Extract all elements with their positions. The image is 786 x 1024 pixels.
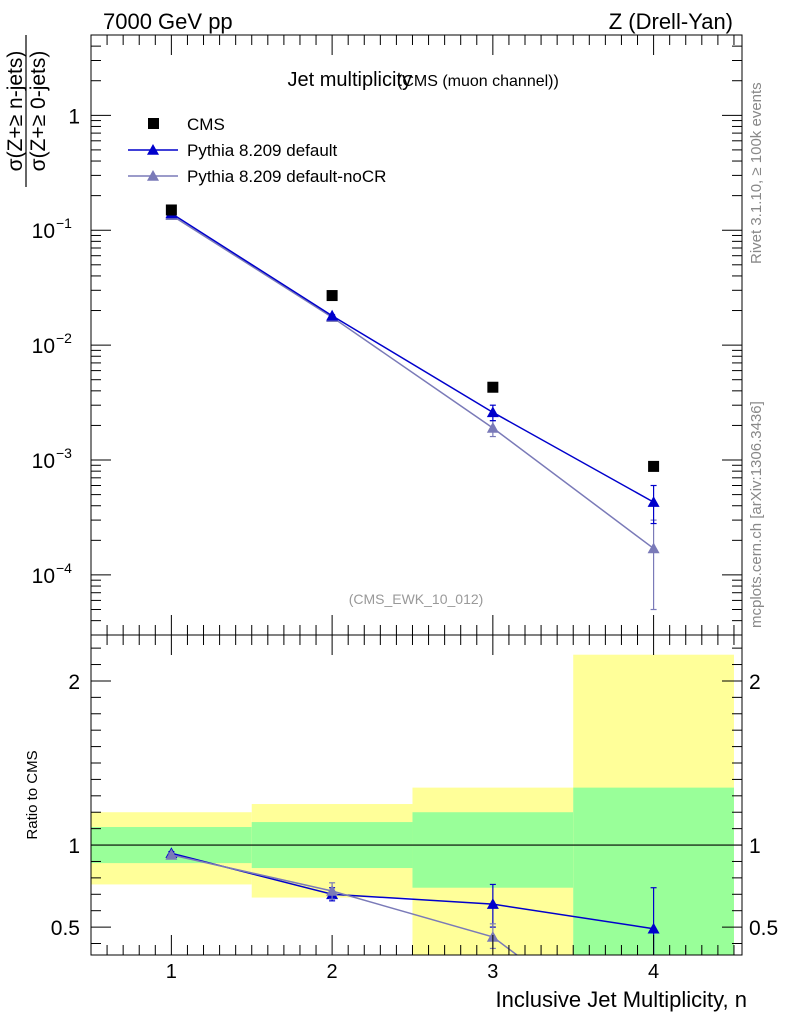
series-line bbox=[170, 214, 655, 550]
data-point bbox=[648, 460, 660, 472]
green-band bbox=[412, 812, 574, 888]
chart-title: Jet multiplicity bbox=[288, 69, 412, 91]
ratio-y-tick-label-right: 2 bbox=[749, 671, 761, 694]
ratio-series bbox=[165, 847, 660, 956]
x-tick-label: 1 bbox=[166, 961, 177, 983]
legend: CMS Pythia 8.209 default Pythia 8.209 defa… bbox=[128, 115, 386, 186]
ratio-point bbox=[486, 898, 499, 909]
analysis-id-watermark: (CMS_EWK_10_012) bbox=[349, 591, 484, 607]
ratio-y-tick-label: 2 bbox=[68, 671, 80, 694]
series-point bbox=[326, 309, 339, 321]
ratio-plot-frame bbox=[90, 634, 743, 956]
data-point bbox=[487, 381, 499, 393]
y-label-numerator: σ(Z+≥ n-jets) bbox=[4, 51, 27, 172]
series-point bbox=[486, 406, 499, 418]
x-tick-label: 3 bbox=[487, 961, 498, 983]
legend-label: Pythia 8.209 default-noCR bbox=[187, 167, 386, 186]
ratio-point bbox=[647, 922, 660, 934]
y-tick-label: 10 bbox=[32, 335, 55, 358]
ratio-y-tick-label-right: 0.5 bbox=[749, 917, 778, 940]
x-tick-label: 2 bbox=[327, 961, 338, 983]
main-series bbox=[165, 204, 660, 611]
ratio-y-tick-label-right: 1 bbox=[749, 835, 761, 858]
series-point bbox=[647, 496, 660, 507]
legend-marker bbox=[148, 118, 159, 129]
data-point bbox=[165, 204, 177, 216]
series-point bbox=[486, 421, 499, 433]
y-tick-exponent: −2 bbox=[56, 330, 72, 346]
series-point bbox=[647, 542, 660, 554]
main-y-axis-label: σ(Z+≥ n-jets) σ(Z+≥ 0-jets) bbox=[4, 35, 50, 187]
x-axis-label: Inclusive Jet Multiplicity, n bbox=[496, 987, 747, 1012]
ratio-uncertainty-bands bbox=[91, 654, 734, 955]
y-tick-label: 1 bbox=[68, 105, 80, 128]
ratio-series-line bbox=[171, 854, 518, 956]
legend-label: Pythia 8.209 default bbox=[187, 141, 338, 160]
ratio-point bbox=[165, 848, 178, 860]
main-plot: 110−110−210−310−4 Jet multiplicity (CMS … bbox=[32, 34, 743, 636]
y-tick-label: 10 bbox=[32, 565, 55, 588]
mcplots-reference-label: mcplots.cern.ch [arXiv:1306.3436] bbox=[748, 401, 765, 628]
rivet-version-label: Rivet 3.1.10, ≥ 100k events bbox=[748, 82, 765, 264]
beam-energy-label: 7000 GeV pp bbox=[103, 9, 233, 34]
y-label-denominator: σ(Z+≥ 0-jets) bbox=[27, 51, 50, 172]
ratio-plot: 0.5 0.5 1 1 2 2 1 2 3 4 Ratio to CMS Inclusive J… bbox=[24, 634, 778, 1012]
main-x-ticks bbox=[106, 35, 735, 635]
ratio-series-line bbox=[171, 852, 654, 930]
chart-subtitle: (CMS (muon channel)) bbox=[397, 73, 559, 90]
y-tick-exponent: −1 bbox=[56, 215, 72, 231]
ratio-x-ticks: 1 2 3 4 bbox=[106, 635, 735, 983]
y-tick-label: 10 bbox=[32, 450, 55, 473]
main-y-ticks: 110−110−210−310−4 bbox=[32, 34, 742, 636]
y-tick-label: 10 bbox=[32, 220, 55, 243]
process-label: Z (Drell-Yan) bbox=[609, 9, 733, 34]
ratio-y-axis-label: Ratio to CMS bbox=[24, 750, 41, 839]
series-line bbox=[170, 212, 654, 503]
ratio-y-tick-label: 1 bbox=[68, 835, 80, 858]
ratio-y-ticks: 0.5 0.5 1 1 2 2 bbox=[51, 647, 778, 945]
legend-label: CMS bbox=[187, 115, 225, 134]
ratio-y-tick-label: 0.5 bbox=[51, 917, 80, 940]
data-point bbox=[326, 290, 338, 302]
y-tick-exponent: −4 bbox=[56, 560, 72, 576]
legend-marker bbox=[147, 170, 159, 181]
legend-marker bbox=[147, 144, 159, 155]
ratio-point bbox=[326, 885, 339, 896]
x-tick-label: 4 bbox=[648, 961, 659, 983]
y-tick-exponent: −3 bbox=[56, 445, 72, 461]
